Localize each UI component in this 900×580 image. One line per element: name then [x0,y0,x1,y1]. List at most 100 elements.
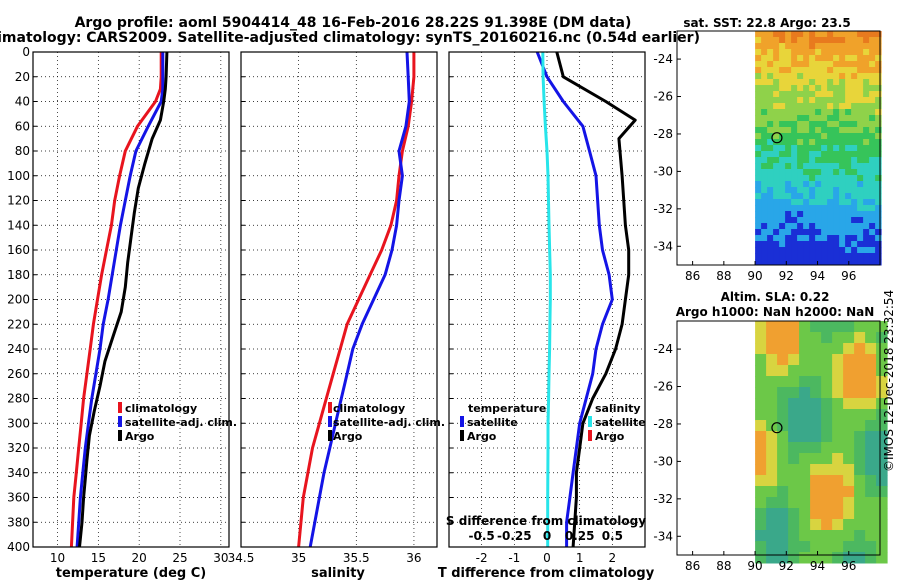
heatmap-cell [767,145,774,152]
heatmap-cell [839,181,846,188]
heatmap-cell [766,486,778,498]
x-tick-label: 2 [609,551,617,565]
heatmap-cell [869,151,876,158]
heatmap-cell [854,464,866,476]
heatmap-cell [761,259,768,266]
map-y-tick-label: -32 [653,492,673,506]
heatmap-cell [839,85,846,92]
heatmap-cell [851,61,858,68]
sst-map-title: sat. SST: 22.8 Argo: 23.5 [683,16,850,30]
heatmap-cell [863,31,870,38]
heatmap-cell [821,205,828,212]
heatmap-cell [832,442,844,454]
heatmap-cell [809,145,816,152]
heatmap-cell [827,55,834,62]
map-x-tick-label: 90 [747,559,762,573]
heatmap-cell [854,530,866,542]
heatmap-cell [761,205,768,212]
heatmap-cell [809,175,816,182]
heatmap-cell [876,519,888,531]
heatmap-cell [791,115,798,122]
heatmap-cell [845,241,852,248]
heatmap-cell [851,115,858,122]
legend-swatch-t-satellite [460,416,464,427]
heatmap-cell [875,61,882,68]
heatmap-cell [845,49,852,56]
heatmap-cell [815,259,822,266]
heatmap-cell [803,109,810,116]
heatmap-cell [839,175,846,182]
heatmap-cell [833,121,840,128]
heatmap-cell [851,253,858,260]
heatmap-cell [791,175,798,182]
heatmap-cell [767,61,774,68]
heatmap-cell [863,241,870,248]
heatmap-cell [827,241,834,248]
map-x-tick-label: 94 [810,269,825,283]
heatmap-cell [791,193,798,200]
heatmap-cell [876,530,888,542]
series-line-temperature-argo [555,51,637,548]
heatmap-cell [797,49,804,56]
heatmap-cell [779,127,786,134]
heatmap-cell [821,139,828,146]
heatmap-cell [815,43,822,50]
heatmap-cell [809,259,816,266]
heatmap-cell [797,85,804,92]
heatmap-cell [755,552,767,564]
heatmap-cell [843,453,855,465]
heatmap-cell [755,409,767,421]
heatmap-cell [832,464,844,476]
heatmap-cell [755,163,762,170]
heatmap-cell [809,217,816,224]
heatmap-cell [827,253,834,260]
map-x-tick-label: 86 [685,559,700,573]
heatmap-cell [827,139,834,146]
heatmap-cell [809,223,816,230]
heatmap-cell [857,73,864,80]
heatmap-cell [791,169,798,176]
heatmap-cell [843,541,855,553]
heatmap-cell [857,241,864,248]
heatmap-cell [851,43,858,50]
heatmap-cell [791,37,798,44]
heatmap-cell [863,187,870,194]
heatmap-cell [797,193,804,200]
heatmap-cell [869,67,876,74]
heatmap-cell [857,259,864,266]
heatmap-cell [797,169,804,176]
heatmap-cell [869,157,876,164]
heatmap-cell [845,37,852,44]
heatmap-cell [755,61,762,68]
heatmap-cell [832,398,844,410]
map-y-tick-label: -30 [653,454,673,468]
heatmap-cell [875,151,882,158]
heatmap-cell [766,541,778,553]
heatmap-cell [767,199,774,206]
heatmap-cell [854,420,866,432]
map-y-tick-label: -28 [653,417,673,431]
map-x-tick-label: 96 [841,269,856,283]
heatmap-cell [815,139,822,146]
heatmap-cell [857,121,864,128]
heatmap-cell [821,169,828,176]
heatmap-cell [788,464,800,476]
heatmap-cell [761,157,768,164]
heatmap-cell [865,332,877,344]
heatmap-cell [797,97,804,104]
heatmap-cell [869,259,876,266]
heatmap-cell [767,139,774,146]
heatmap-cell [875,139,882,146]
heatmap-cell [857,109,864,116]
heatmap-cell [845,217,852,224]
heatmap-cell [827,43,834,50]
heatmap-cell [821,91,828,98]
map-x-tick-label: 88 [716,269,731,283]
heatmap-cell [815,73,822,80]
heatmap-cell [869,223,876,230]
heatmap-cell [875,157,882,164]
heatmap-cell [876,354,888,366]
heatmap-cell [851,103,858,110]
heatmap-cell [832,332,844,344]
heatmap-cell [809,181,816,188]
